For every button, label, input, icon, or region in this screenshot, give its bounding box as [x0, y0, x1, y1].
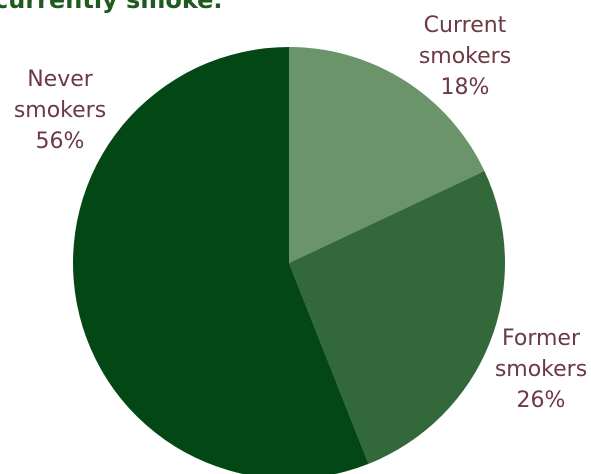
pie-slice — [72, 47, 369, 474]
slice-label: Current smokers 18% — [419, 13, 511, 100]
slice-label-line: smokers — [495, 357, 587, 382]
slice-label-line: Former — [502, 326, 581, 351]
slice-label-line: smokers — [14, 98, 106, 123]
slice-label: Former smokers 26% — [495, 326, 587, 413]
slice-label-line: 56% — [36, 129, 85, 154]
slice-label-line: Never — [27, 67, 94, 92]
slice-label: Never smokers 56% — [14, 67, 106, 154]
chart-title: currently smoke. — [0, 0, 223, 14]
slice-labels: Current smokers 18% Former smokers 26% Never sm… — [14, 13, 587, 413]
pie-slice — [289, 47, 485, 263]
pie-slice — [289, 171, 505, 464]
slice-label-line: 18% — [441, 75, 490, 100]
slice-label-line: Current — [424, 13, 507, 38]
slice-label-line: smokers — [419, 44, 511, 69]
pie-slices — [72, 47, 505, 474]
slice-label-line: 26% — [517, 388, 566, 413]
